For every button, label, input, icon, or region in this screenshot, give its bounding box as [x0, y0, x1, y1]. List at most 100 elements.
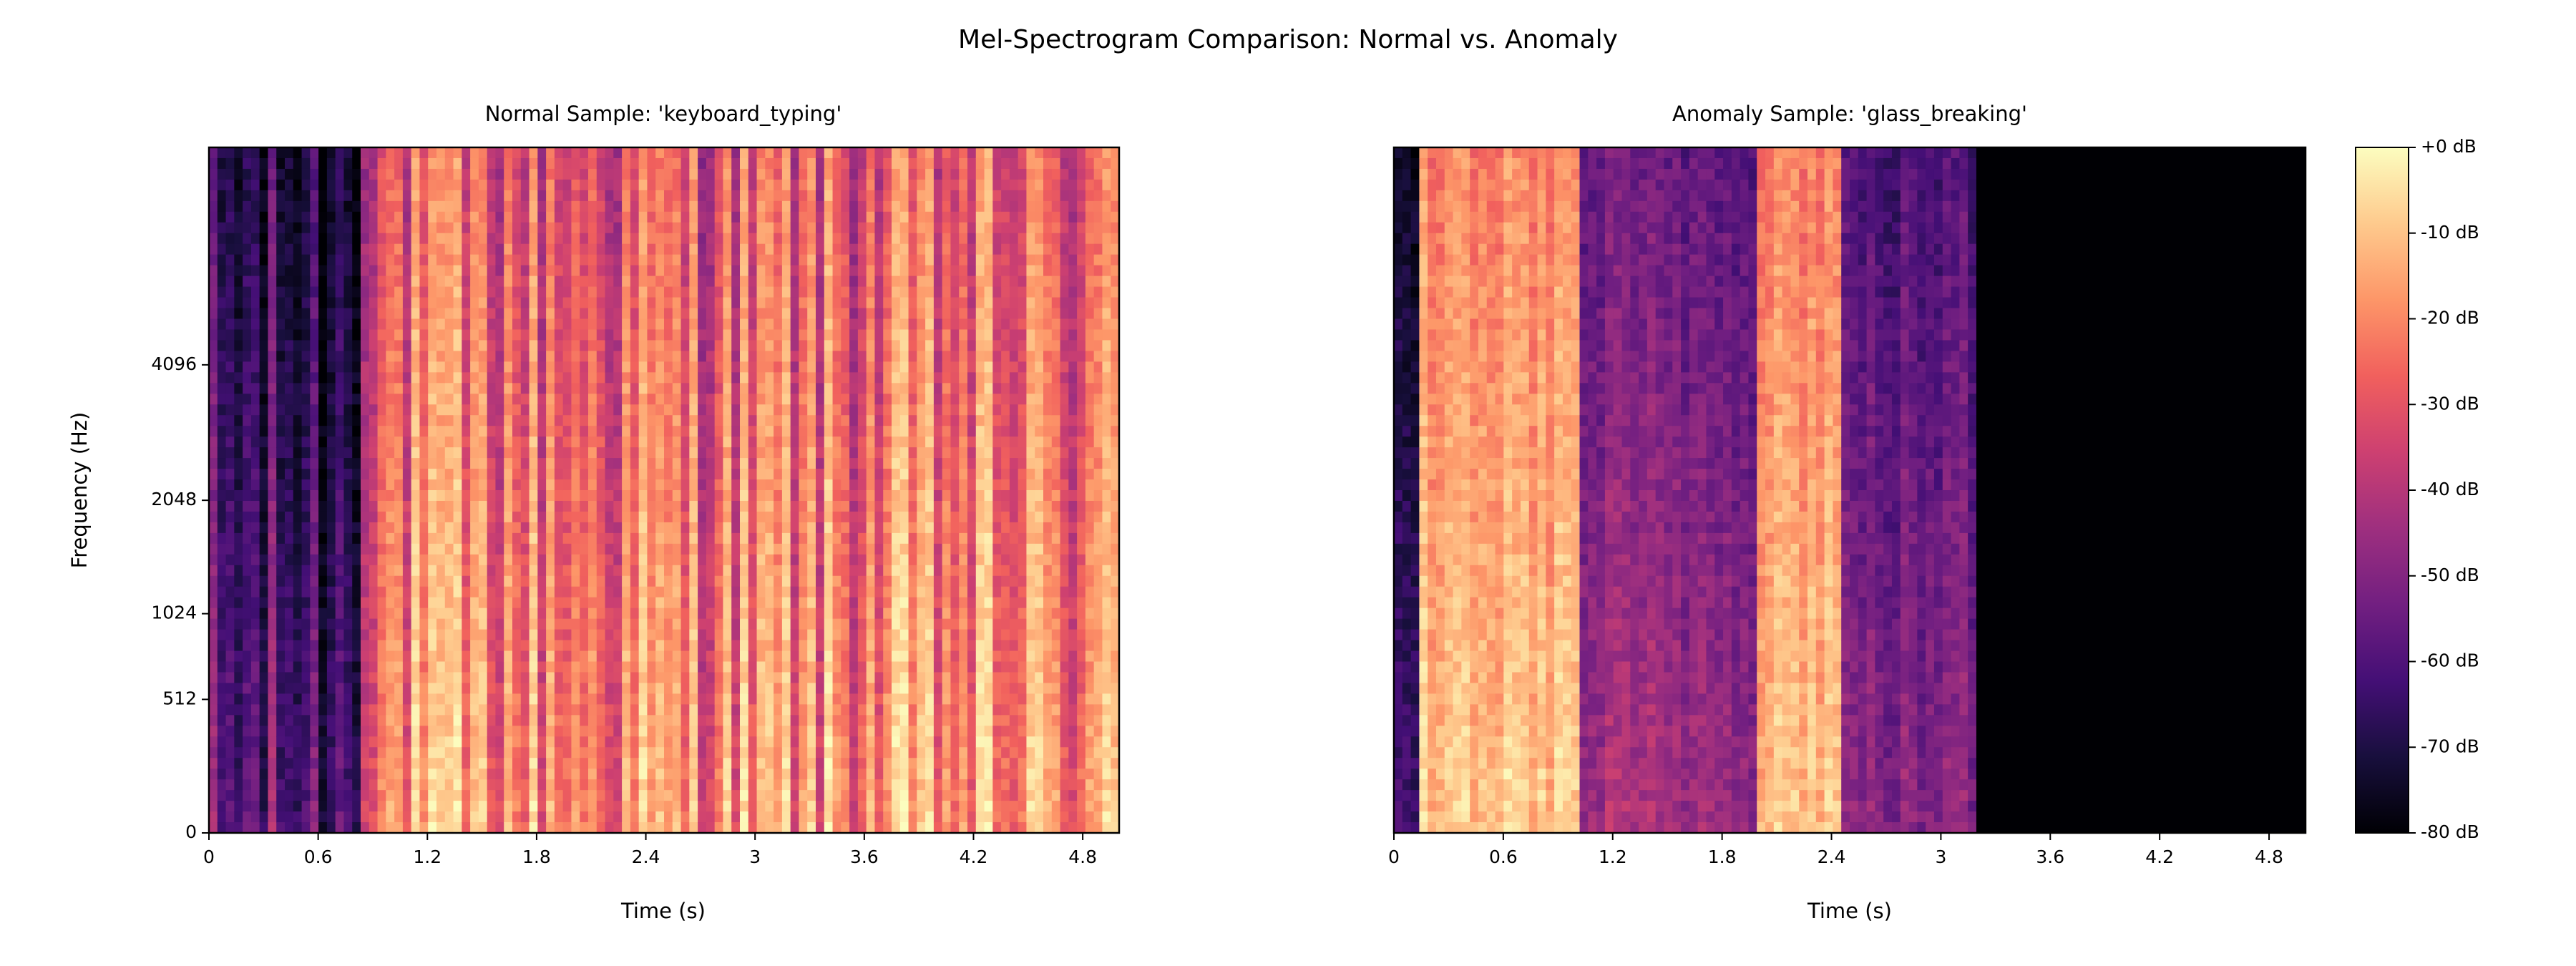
heatmap-cell	[250, 372, 260, 384]
heatmap-cell	[622, 308, 631, 320]
heatmap-cell	[250, 168, 260, 180]
heatmap-cell	[318, 179, 328, 191]
heatmap-cell	[402, 308, 412, 320]
heatmap-cell	[562, 618, 572, 630]
heatmap-cell	[622, 715, 631, 726]
heatmap-cell	[765, 243, 774, 255]
heatmap-cell	[537, 779, 547, 791]
heatmap-cell	[495, 500, 504, 512]
heatmap-cell	[605, 265, 614, 277]
heatmap-cell	[857, 790, 867, 801]
heatmap-cell	[799, 704, 808, 716]
heatmap-cell	[622, 479, 631, 491]
heatmap-cell	[504, 404, 513, 416]
heatmap-cell	[335, 554, 345, 566]
heatmap-cell	[807, 479, 816, 491]
heatmap-cell	[428, 736, 437, 748]
heatmap-cell	[841, 801, 850, 812]
heatmap-cell	[790, 758, 800, 769]
heatmap-cell	[377, 661, 386, 673]
heatmap-cell	[470, 779, 479, 791]
heatmap-cell	[756, 790, 766, 801]
heatmap-cell	[824, 801, 834, 812]
heatmap-cell	[664, 586, 673, 598]
heatmap-cell	[225, 726, 235, 737]
heatmap-cell	[361, 769, 370, 780]
heatmap-cell	[622, 629, 631, 641]
heatmap-cell	[613, 747, 623, 758]
heatmap-cell	[478, 683, 488, 695]
heatmap-cell	[680, 543, 690, 555]
heatmap-cell	[352, 608, 361, 620]
heatmap-cell	[268, 243, 277, 255]
heatmap-cell	[832, 769, 841, 780]
heatmap-cell	[487, 372, 497, 384]
heatmap-cell	[293, 351, 303, 362]
heatmap-cell	[748, 157, 758, 170]
heatmap-cell	[740, 822, 749, 834]
heatmap-cell	[756, 822, 766, 834]
heatmap-cell	[326, 769, 336, 780]
heatmap-cell	[680, 157, 690, 170]
heatmap-cell	[756, 650, 766, 663]
heatmap-cell	[664, 351, 673, 362]
heatmap-cell	[774, 801, 783, 812]
heatmap-cell	[470, 147, 479, 159]
heatmap-cell	[723, 469, 732, 480]
heatmap-cell	[243, 275, 252, 288]
heatmap-cell	[849, 372, 859, 384]
heatmap-cell	[580, 179, 589, 191]
heatmap-cell	[554, 608, 564, 620]
heatmap-cell	[672, 297, 682, 309]
heatmap-cell	[234, 190, 243, 202]
heatmap-cell	[343, 179, 353, 191]
heatmap-cell	[209, 318, 218, 331]
heatmap-cell	[537, 790, 547, 801]
heatmap-cell	[781, 522, 791, 534]
heatmap-cell	[698, 543, 707, 555]
heatmap-cell	[512, 661, 522, 673]
heatmap-cell	[799, 618, 808, 630]
heatmap-cell	[487, 469, 497, 480]
heatmap-cell	[807, 608, 816, 620]
heatmap-cell	[402, 532, 412, 545]
heatmap-cell	[234, 522, 243, 534]
heatmap-cell	[453, 511, 462, 523]
heatmap-cell	[807, 469, 816, 480]
heatmap-cell	[748, 629, 758, 641]
heatmap-cell	[428, 211, 437, 223]
heatmap-cell	[816, 426, 825, 437]
heatmap-cell	[259, 736, 269, 748]
heatmap-cell	[209, 650, 218, 663]
heatmap-cell	[638, 297, 648, 309]
heatmap-cell	[402, 469, 412, 480]
heatmap-cell	[723, 726, 732, 737]
heatmap-cell	[596, 532, 606, 545]
heatmap-cell	[259, 672, 269, 684]
heatmap-cell	[857, 297, 867, 309]
heatmap-cell	[268, 522, 277, 534]
heatmap-cell	[250, 747, 260, 758]
heatmap-cell	[335, 458, 345, 469]
heatmap-cell	[343, 372, 353, 384]
heatmap-cell	[756, 726, 766, 737]
heatmap-cell	[512, 618, 522, 630]
heatmap-cell	[638, 736, 648, 748]
heatmap-cell	[293, 361, 303, 373]
heatmap-cell	[520, 415, 530, 426]
heatmap-cell	[259, 190, 269, 202]
heatmap-cell	[832, 297, 841, 309]
heatmap-cell	[655, 500, 665, 512]
heatmap-cell	[268, 479, 277, 491]
heatmap-cell	[386, 179, 395, 191]
heatmap-cell	[698, 318, 707, 331]
heatmap-cell	[243, 190, 252, 202]
heatmap-cell	[781, 726, 791, 737]
heatmap-cell	[318, 458, 328, 469]
heatmap-cell	[217, 275, 227, 288]
heatmap-cell	[807, 318, 816, 331]
heatmap-cell	[377, 532, 386, 545]
heatmap-cell	[622, 661, 631, 673]
heatmap-cell	[512, 597, 522, 609]
heatmap-cell	[832, 650, 841, 663]
